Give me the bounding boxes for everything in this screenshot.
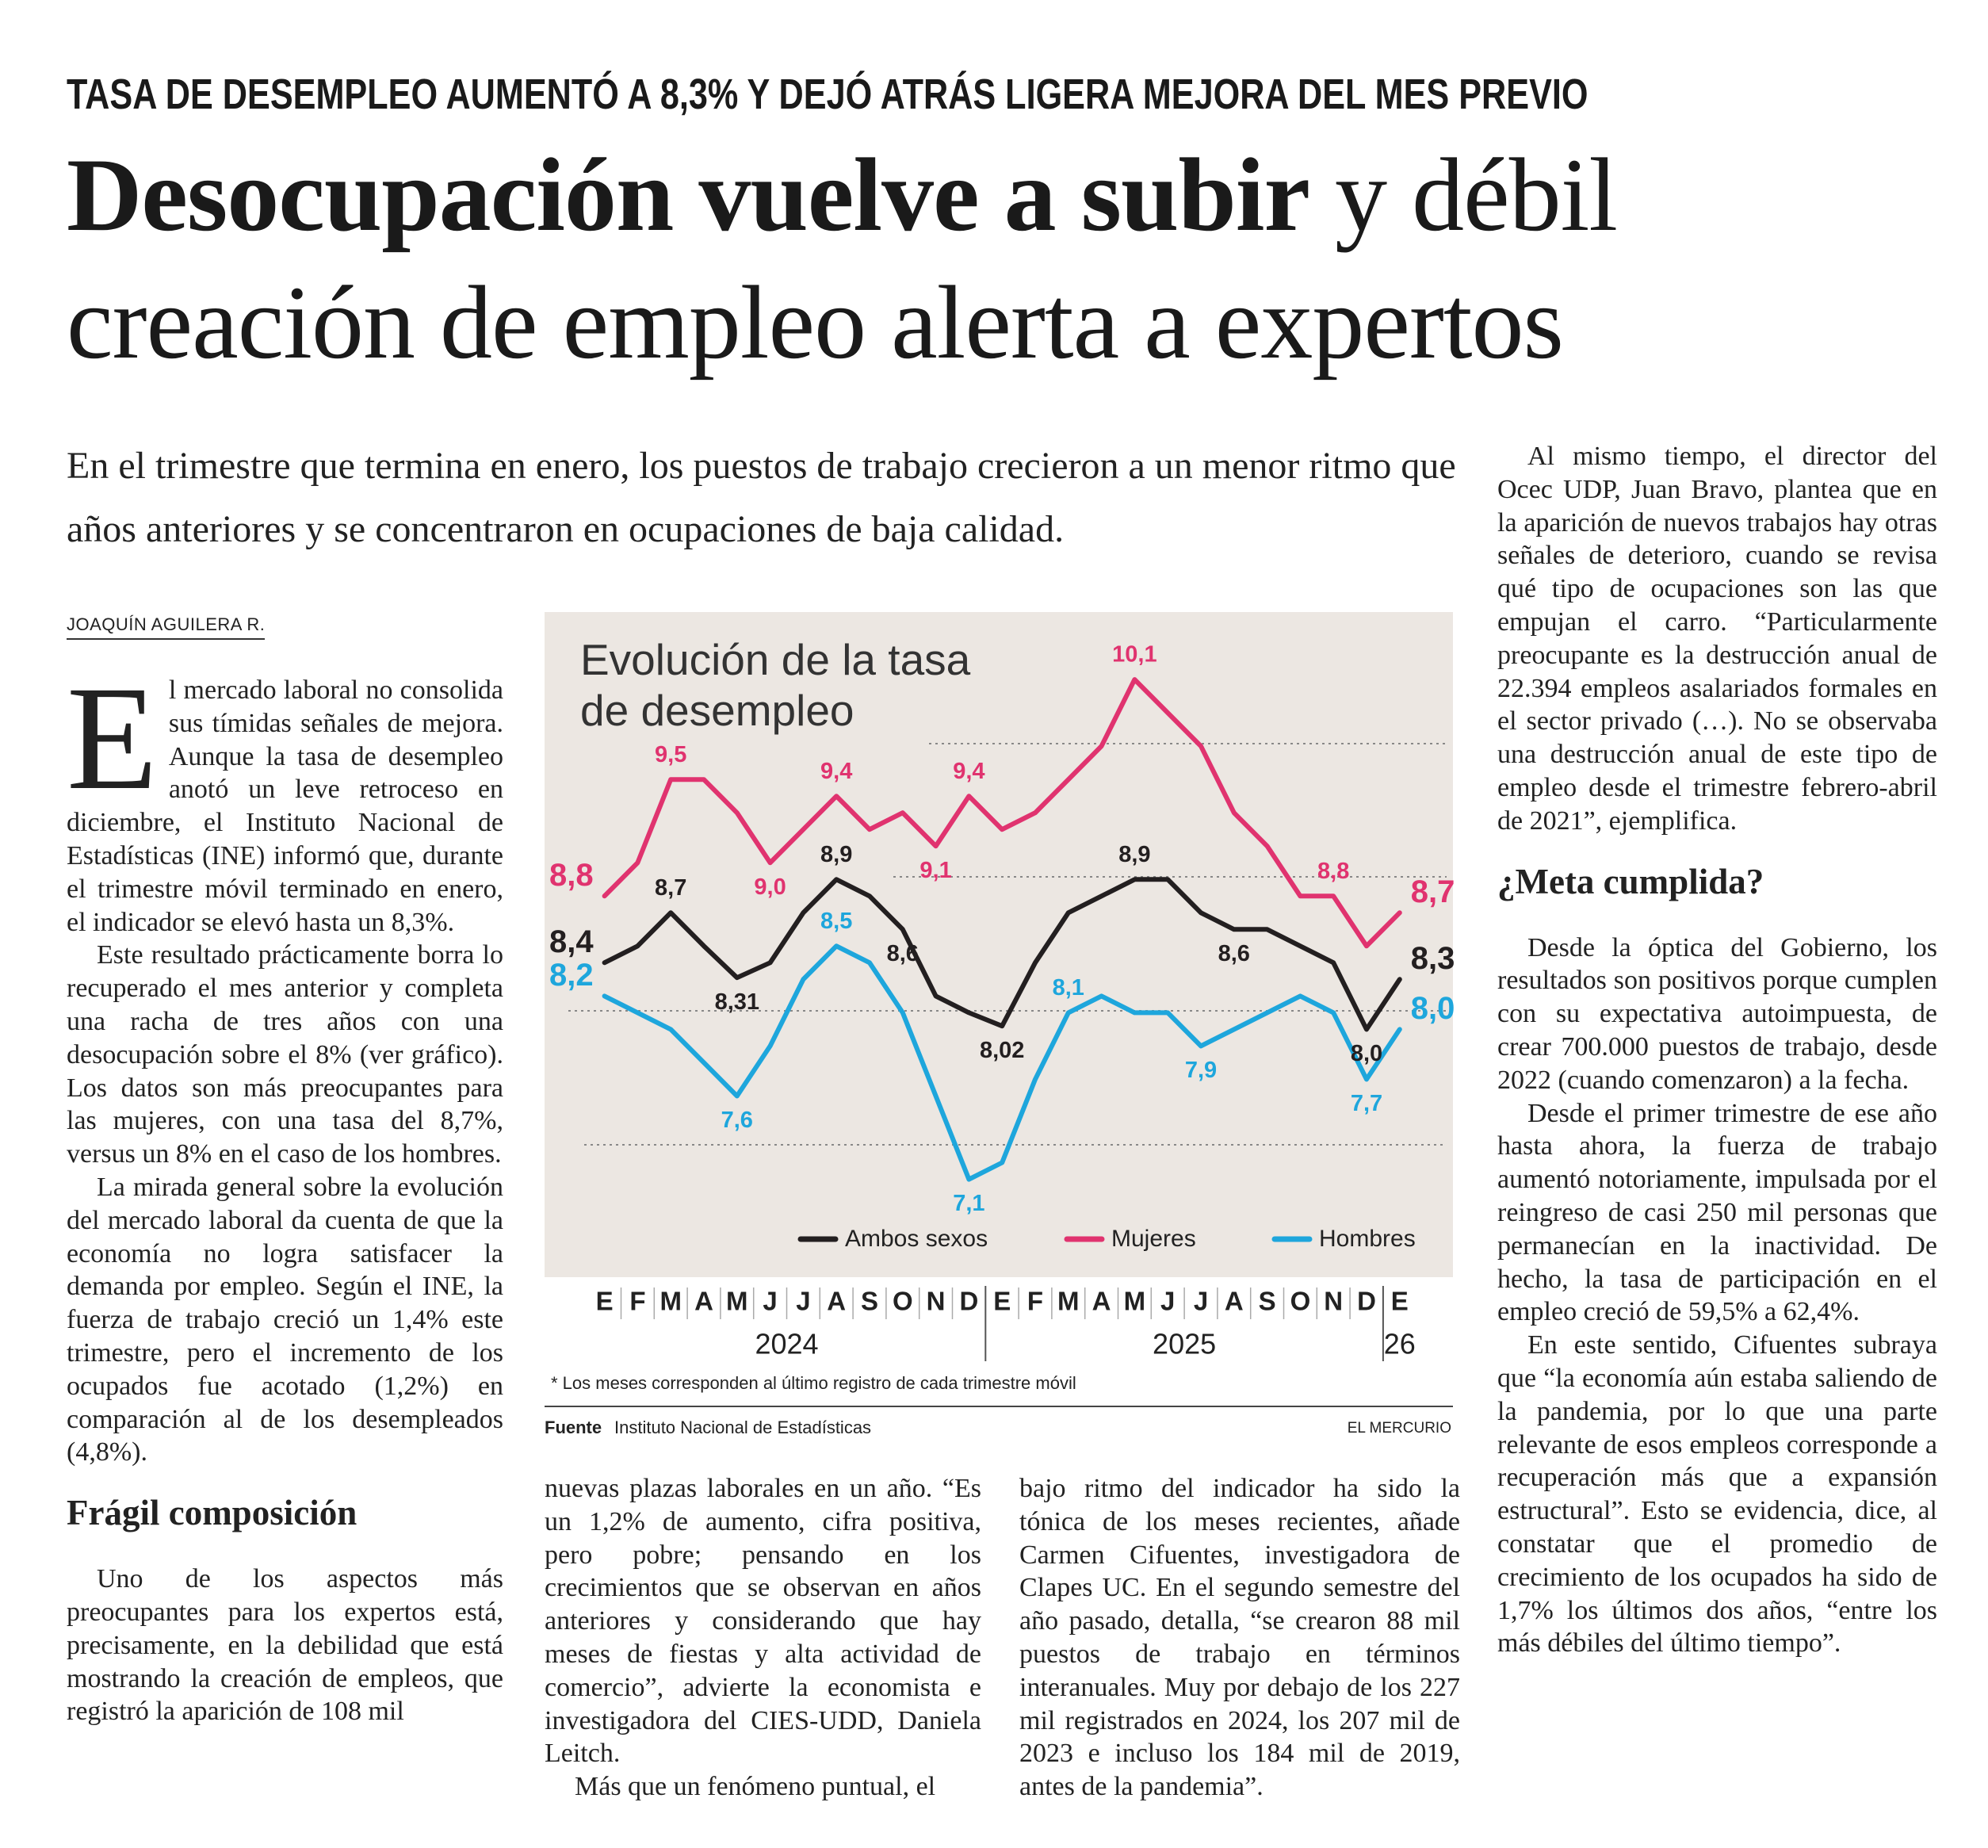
year-label: 2024 (755, 1328, 818, 1360)
lead: En el trimestre que termina en enero, lo… (67, 445, 1456, 550)
x-tick-label: E (1391, 1287, 1409, 1316)
paragraph: Desde el primer trimestre de ese año has… (1497, 1098, 1937, 1327)
x-tick-label: M (1124, 1287, 1146, 1316)
paragraph: Desde la óptica del Gobierno, los result… (1497, 932, 1937, 1095)
data-label: 8,0 (1351, 1041, 1382, 1066)
x-tick-label: S (861, 1287, 878, 1316)
x-tick-label: E (993, 1287, 1011, 1316)
paragraph: El mercado laboral no consolida sus tími… (67, 655, 503, 937)
source-label: Fuente (545, 1418, 602, 1437)
x-tick-label: J (1160, 1287, 1175, 1316)
credit: EL MERCURIO (1348, 1420, 1451, 1437)
text-column: bajo ritmo del indicador ha sido la tóni… (1019, 1472, 1460, 1804)
data-label: 8,31 (715, 989, 759, 1015)
x-tick-label: N (1324, 1287, 1343, 1316)
paragraph: bajo ritmo del indicador ha sido la tóni… (1019, 1474, 1460, 1802)
x-tick-label: F (629, 1287, 645, 1316)
x-tick-label: A (1225, 1287, 1244, 1316)
footnote: * Los meses corresponden al último regis… (551, 1373, 1076, 1393)
headline-bold: Desocupación vuelve a subir (67, 136, 1310, 253)
x-tick-label: J (1194, 1287, 1208, 1316)
x-tick-label: D (959, 1287, 978, 1316)
paragraph: Uno de los aspectos más preocupantes par… (67, 1564, 503, 1727)
byline: JOAQUÍN AGUILERA R. (67, 614, 266, 640)
headline: Desocupación vuelve a subir y débil crea… (67, 131, 1913, 386)
x-tick-label: J (796, 1287, 810, 1316)
x-tick-label: M (1057, 1287, 1080, 1316)
subhead: Frágil composición (67, 1493, 357, 1533)
data-label: 9,0 (754, 874, 786, 900)
x-tick-label: O (1290, 1287, 1311, 1316)
source: Instituto Nacional de Estadísticas (614, 1418, 871, 1437)
text-column: El mercado laboral no consolida sus tími… (67, 655, 503, 1728)
x-tick-label: J (763, 1287, 777, 1316)
series-line (602, 943, 1402, 1182)
x-tick-label: E (596, 1287, 614, 1316)
x-tick-label: M (726, 1287, 748, 1316)
data-label: 8,6 (887, 941, 919, 966)
data-label: 7,1 (953, 1191, 984, 1216)
data-label: 8,5 (820, 909, 852, 934)
x-tick-label: A (1092, 1287, 1111, 1316)
paragraph: En este sentido, Cifuentes subraya que “… (1497, 1330, 1937, 1659)
series-line (602, 677, 1402, 949)
chart-title: Evolución de la tasa de desempleo (580, 635, 971, 735)
year-label: 2025 (1153, 1328, 1216, 1360)
data-label: 8,8 (1317, 859, 1349, 884)
data-label: 9,4 (953, 759, 984, 784)
x-tick-label: D (1357, 1287, 1376, 1316)
paragraph: Este resultado prácticamente borra lo re… (67, 940, 503, 1169)
data-label: 10,1 (1112, 642, 1156, 668)
chart: 8,4 8,7 8,31 8,9 8,6 8,02 8,9 8,6 8,0 8,3 8,8 9,5 9,… (545, 612, 1455, 1437)
data-label: 9,5 (655, 742, 686, 767)
text-column: Al mismo tiempo, el director del Ocec UD… (1497, 440, 1937, 1660)
data-label: 8,02 (980, 1038, 1024, 1063)
year-label: 26 (1384, 1328, 1416, 1360)
text-column: nuevas plazas laborales en un año. “Es u… (545, 1472, 981, 1804)
data-label: 7,9 (1185, 1058, 1217, 1083)
legend-label: Hombres (1319, 1226, 1416, 1252)
paragraph: La mirada general sobre la evolución del… (67, 1172, 503, 1467)
data-label: 8,9 (820, 842, 852, 867)
data-label: 8,2 (549, 958, 594, 993)
data-label: 8,9 (1118, 842, 1150, 867)
data-label: 9,4 (820, 759, 852, 784)
data-label: 8,7 (655, 875, 686, 901)
headline-rest: y débil creación de empleo alerta a expe… (67, 136, 1618, 381)
legend-label: Mujeres (1111, 1226, 1196, 1252)
x-tick-label: N (927, 1287, 946, 1316)
x-tick-label: F (1027, 1287, 1043, 1316)
data-label: 7,7 (1351, 1091, 1382, 1116)
paragraph: Al mismo tiempo, el director del Ocec UD… (1497, 442, 1937, 836)
data-label: 8,3 (1411, 941, 1455, 976)
x-tick-label: O (893, 1287, 913, 1316)
x-tick-label: A (694, 1287, 713, 1316)
kicker: TASA DE DESEMPLEO AUMENTÓ A 8,3% Y DEJÓ … (67, 71, 1588, 118)
data-label: 8,8 (549, 858, 594, 893)
series-line (602, 877, 1402, 1032)
data-label: 9,1 (919, 858, 951, 883)
data-label: 8,7 (1411, 874, 1455, 909)
data-label: 8,4 (549, 924, 594, 959)
data-label: 7,6 (721, 1108, 753, 1133)
paragraph: nuevas plazas laborales en un año. “Es u… (545, 1474, 981, 1769)
paragraph: Más que un fenómeno puntual, el (575, 1772, 936, 1802)
x-tick-label: S (1259, 1287, 1276, 1316)
subhead: ¿Meta cumplida? (1497, 861, 1764, 901)
x-tick-label: M (659, 1287, 682, 1316)
legend-label: Ambos sexos (845, 1226, 988, 1252)
data-label: 8,0 (1411, 991, 1455, 1026)
x-tick-label: A (827, 1287, 846, 1316)
data-label: 8,6 (1218, 941, 1250, 966)
data-label: 8,1 (1053, 975, 1084, 1001)
